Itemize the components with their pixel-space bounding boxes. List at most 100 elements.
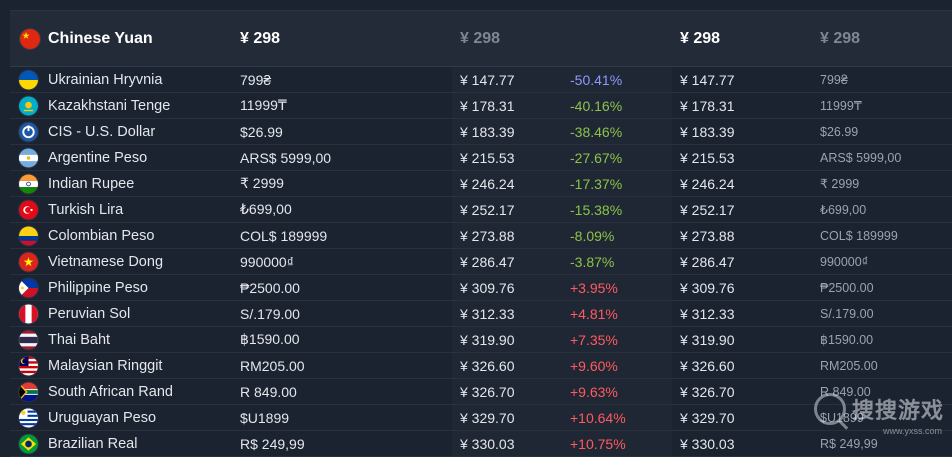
table-row[interactable]: Colombian Peso COL$ 189999 ¥ 273.88 -8.0… bbox=[10, 223, 952, 249]
in-flag-icon bbox=[19, 174, 38, 193]
local-price: R$ 249,99 bbox=[240, 435, 305, 452]
cny-price-2: ¥ 309.76 bbox=[680, 279, 735, 296]
local-price-2: 799₴ bbox=[820, 72, 848, 87]
local-price: ₱2500.00 bbox=[240, 279, 300, 296]
cny-price: ¥ 215.53 bbox=[452, 145, 672, 170]
table-row[interactable]: South African Rand R 849.00 ¥ 326.70 +9.… bbox=[10, 379, 952, 405]
local-price-2: 990000₫ bbox=[820, 254, 869, 269]
percent-difference: +3.95% bbox=[570, 279, 618, 296]
currency-name: Philippine Peso bbox=[48, 279, 148, 296]
currency-name: Indian Rupee bbox=[48, 175, 135, 192]
header-cny-price-2: ¥ 298 bbox=[680, 29, 721, 47]
my-flag-icon bbox=[19, 356, 38, 375]
cny-price-2: ¥ 286.47 bbox=[680, 253, 735, 270]
cny-price: ¥ 329.70 bbox=[452, 405, 672, 430]
currency-name: South African Rand bbox=[48, 383, 173, 400]
ph-flag-icon bbox=[19, 278, 38, 297]
local-price: $U1899 bbox=[240, 409, 290, 426]
currency-name: Argentine Peso bbox=[48, 149, 148, 166]
table-row[interactable]: Uruguayan Peso $U1899 ¥ 329.70 +10.64% ¥… bbox=[10, 405, 952, 431]
percent-difference: -15.38% bbox=[570, 201, 623, 218]
currency-name: Uruguayan Peso bbox=[48, 409, 157, 426]
table-row[interactable]: Indian Rupee ₹ 2999 ¥ 246.24 -17.37% ¥ 2… bbox=[10, 171, 952, 197]
header-cny-price: ¥ 298 bbox=[460, 29, 501, 47]
cny-price: ¥ 286.47 bbox=[452, 249, 672, 274]
watermark-url: www.yxss.com bbox=[882, 426, 942, 436]
cny-price: ¥ 326.60 bbox=[452, 353, 672, 378]
cny-price-2: ¥ 273.88 bbox=[680, 227, 735, 244]
cny-price-2: ¥ 326.60 bbox=[680, 357, 735, 374]
header-local-price-2: ¥ 298 bbox=[820, 29, 861, 47]
local-price-2: R$ 249,99 bbox=[820, 436, 878, 451]
percent-difference: +10.64% bbox=[570, 409, 626, 426]
currency-name: Brazilian Real bbox=[48, 435, 138, 452]
cny-price-2: ¥ 319.90 bbox=[680, 331, 735, 348]
kz-flag-icon bbox=[19, 96, 38, 115]
local-price-2: ₱2500.00 bbox=[820, 280, 874, 295]
local-price: COL$ 189999 bbox=[240, 227, 328, 244]
cny-price: ¥ 309.76 bbox=[452, 275, 672, 300]
percent-difference: +4.81% bbox=[570, 305, 618, 322]
cny-price: ¥ 312.33 bbox=[452, 301, 672, 326]
cny-price-2: ¥ 246.24 bbox=[680, 175, 735, 192]
local-price: 799₴ bbox=[240, 71, 272, 88]
table-row[interactable]: Turkish Lira ₺699,00 ¥ 252.17 -15.38% ¥ … bbox=[10, 197, 952, 223]
table-row[interactable]: Argentine Peso ARS$ 5999,00 ¥ 215.53 -27… bbox=[10, 145, 952, 171]
cny-price-2: ¥ 147.77 bbox=[680, 71, 735, 88]
table-row[interactable]: CIS - U.S. Dollar $26.99 ¥ 183.39 -38.46… bbox=[10, 119, 952, 145]
table-row[interactable]: Philippine Peso ₱2500.00 ¥ 309.76 +3.95%… bbox=[10, 275, 952, 301]
table-row[interactable]: Malaysian Ringgit RM205.00 ¥ 326.60 +9.6… bbox=[10, 353, 952, 379]
header-row[interactable]: Chinese Yuan ¥ 298 ¥ 298 ¥ 298 ¥ 298 bbox=[10, 10, 952, 67]
cny-price: ¥ 183.39 bbox=[452, 119, 672, 144]
header-currency: Chinese Yuan bbox=[48, 29, 153, 47]
cny-price-2: ¥ 330.03 bbox=[680, 435, 735, 452]
percent-difference: -40.16% bbox=[570, 97, 623, 114]
currency-name: Thai Baht bbox=[48, 331, 111, 348]
local-price: 990000₫ bbox=[240, 253, 294, 270]
table-row[interactable]: Brazilian Real R$ 249,99 ¥ 330.03 +10.75… bbox=[10, 431, 952, 457]
table-row[interactable]: Peruvian Sol S/.179.00 ¥ 312.33 +4.81% ¥… bbox=[10, 301, 952, 327]
currency-name: Peruvian Sol bbox=[48, 305, 131, 322]
cny-price: ¥ 246.24 bbox=[452, 171, 672, 196]
currency-name: Colombian Peso bbox=[48, 227, 155, 244]
cny-price-2: ¥ 215.53 bbox=[680, 149, 735, 166]
co-flag-icon bbox=[19, 226, 38, 245]
ar-flag-icon bbox=[19, 148, 38, 167]
percent-difference: +9.63% bbox=[570, 383, 618, 400]
table-row[interactable]: Kazakhstani Tenge 11999₸ ¥ 178.31 -40.16… bbox=[10, 93, 952, 119]
currency-name: Kazakhstani Tenge bbox=[48, 97, 171, 114]
table-row[interactable]: Ukrainian Hryvnia 799₴ ¥ 147.77 -50.41% … bbox=[10, 67, 952, 93]
br-flag-icon bbox=[19, 434, 38, 453]
local-price-2: ₹ 2999 bbox=[820, 177, 860, 191]
currency-name: Turkish Lira bbox=[48, 201, 124, 218]
local-price: ₺699,00 bbox=[240, 201, 292, 217]
table-row[interactable]: Vietnamese Dong 990000₫ ¥ 286.47 -3.87% … bbox=[10, 249, 952, 275]
cny-price-2: ¥ 252.17 bbox=[680, 201, 735, 218]
currency-name: Malaysian Ringgit bbox=[48, 357, 163, 374]
percent-difference: +9.60% bbox=[570, 357, 618, 374]
local-price-2: ₺699,00 bbox=[820, 203, 867, 217]
currency-name: CIS - U.S. Dollar bbox=[48, 123, 156, 140]
local-price: ฿1590.00 bbox=[240, 331, 300, 347]
table-row[interactable]: Thai Baht ฿1590.00 ¥ 319.90 +7.35% ¥ 319… bbox=[10, 327, 952, 353]
za-flag-icon bbox=[19, 382, 38, 401]
local-price-2: COL$ 189999 bbox=[820, 228, 898, 243]
ua-flag-icon bbox=[19, 70, 38, 89]
currency-name: Vietnamese Dong bbox=[48, 253, 164, 270]
percent-difference: +10.75% bbox=[570, 435, 626, 452]
cny-price-2: ¥ 329.70 bbox=[680, 409, 735, 426]
percent-difference: -50.41% bbox=[570, 71, 623, 88]
cny-price-2: ¥ 312.33 bbox=[680, 305, 735, 322]
percent-difference: -38.46% bbox=[570, 123, 623, 140]
cny-price-2: ¥ 326.70 bbox=[680, 383, 735, 400]
local-price: ₹ 2999 bbox=[240, 175, 284, 191]
table-body: Ukrainian Hryvnia 799₴ ¥ 147.77 -50.41% … bbox=[10, 67, 952, 457]
local-price-2: RM205.00 bbox=[820, 358, 878, 373]
pe-flag-icon bbox=[19, 304, 38, 323]
local-price-2: S/.179.00 bbox=[820, 306, 874, 321]
percent-difference: +7.35% bbox=[570, 331, 618, 348]
local-price-2: ARS$ 5999,00 bbox=[820, 150, 902, 165]
cny-price: ¥ 319.90 bbox=[452, 327, 672, 352]
vn-flag-icon bbox=[19, 252, 38, 271]
header-local-price: ¥ 298 bbox=[240, 29, 281, 47]
